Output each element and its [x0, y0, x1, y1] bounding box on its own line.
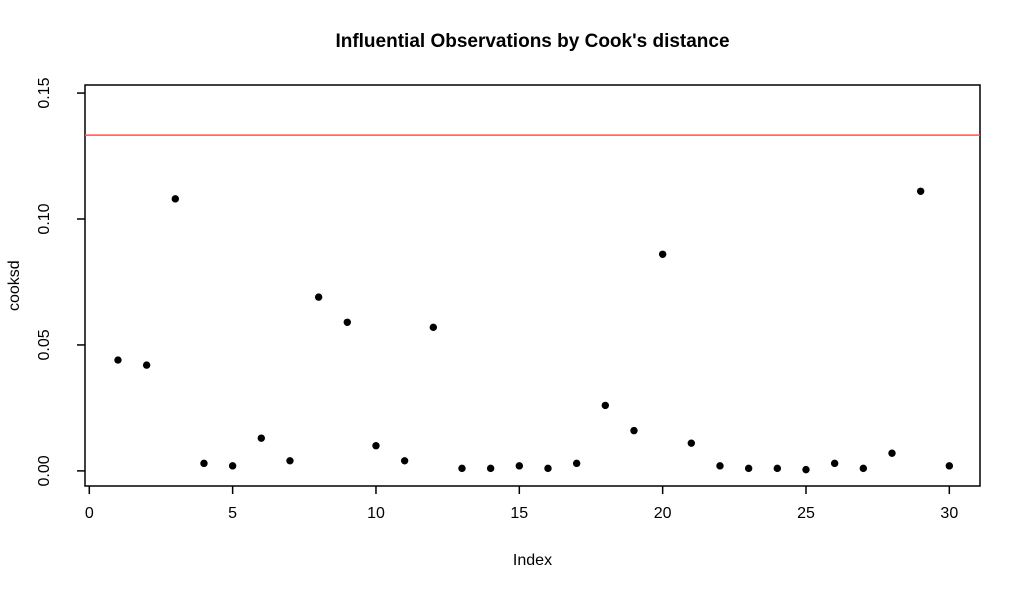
data-point — [429, 323, 438, 332]
data-point — [687, 439, 696, 447]
x-tick-label: 25 — [797, 505, 815, 522]
data-point — [945, 462, 954, 470]
data-point — [314, 293, 323, 301]
data-point — [630, 426, 638, 435]
plot-box — [84, 84, 981, 487]
data-point — [171, 195, 180, 203]
data-point — [200, 459, 208, 468]
x-axis-label: Index — [512, 552, 553, 569]
data-point — [916, 187, 925, 195]
y-axis-label: cooksd — [6, 260, 23, 311]
data-point — [859, 464, 868, 473]
data-point — [515, 462, 524, 470]
x-tick-label: 30 — [940, 505, 958, 522]
y-tick-label: 0.15 — [36, 77, 53, 108]
y-tick-label: 0.05 — [36, 329, 53, 360]
x-tick-label: 15 — [510, 505, 528, 522]
data-point — [773, 464, 782, 473]
y-tick-label: 0.00 — [36, 455, 53, 486]
x-tick-label: 0 — [85, 505, 94, 522]
data-point — [142, 361, 151, 369]
data-point — [486, 464, 495, 473]
data-point — [744, 464, 753, 473]
data-point — [286, 457, 294, 465]
data-point — [257, 434, 266, 442]
data-point — [888, 449, 896, 457]
x-tick-label: 20 — [654, 505, 672, 522]
data-point — [114, 356, 122, 364]
data-point — [372, 441, 380, 450]
x-tick-label: 10 — [367, 505, 385, 522]
data-point — [228, 462, 237, 470]
chart-title: Influential Observations by Cook's dista… — [335, 31, 730, 52]
data-point — [601, 401, 610, 410]
y-tick-label: 0.10 — [36, 203, 53, 234]
data-point — [716, 462, 724, 470]
data-point — [572, 459, 581, 468]
data-point — [802, 465, 810, 474]
data-point — [830, 459, 839, 468]
x-tick-label: 5 — [228, 505, 237, 522]
data-point — [658, 250, 667, 258]
data-point — [544, 464, 552, 473]
data-point — [400, 457, 409, 465]
data-point — [458, 464, 466, 473]
data-point — [343, 318, 352, 326]
